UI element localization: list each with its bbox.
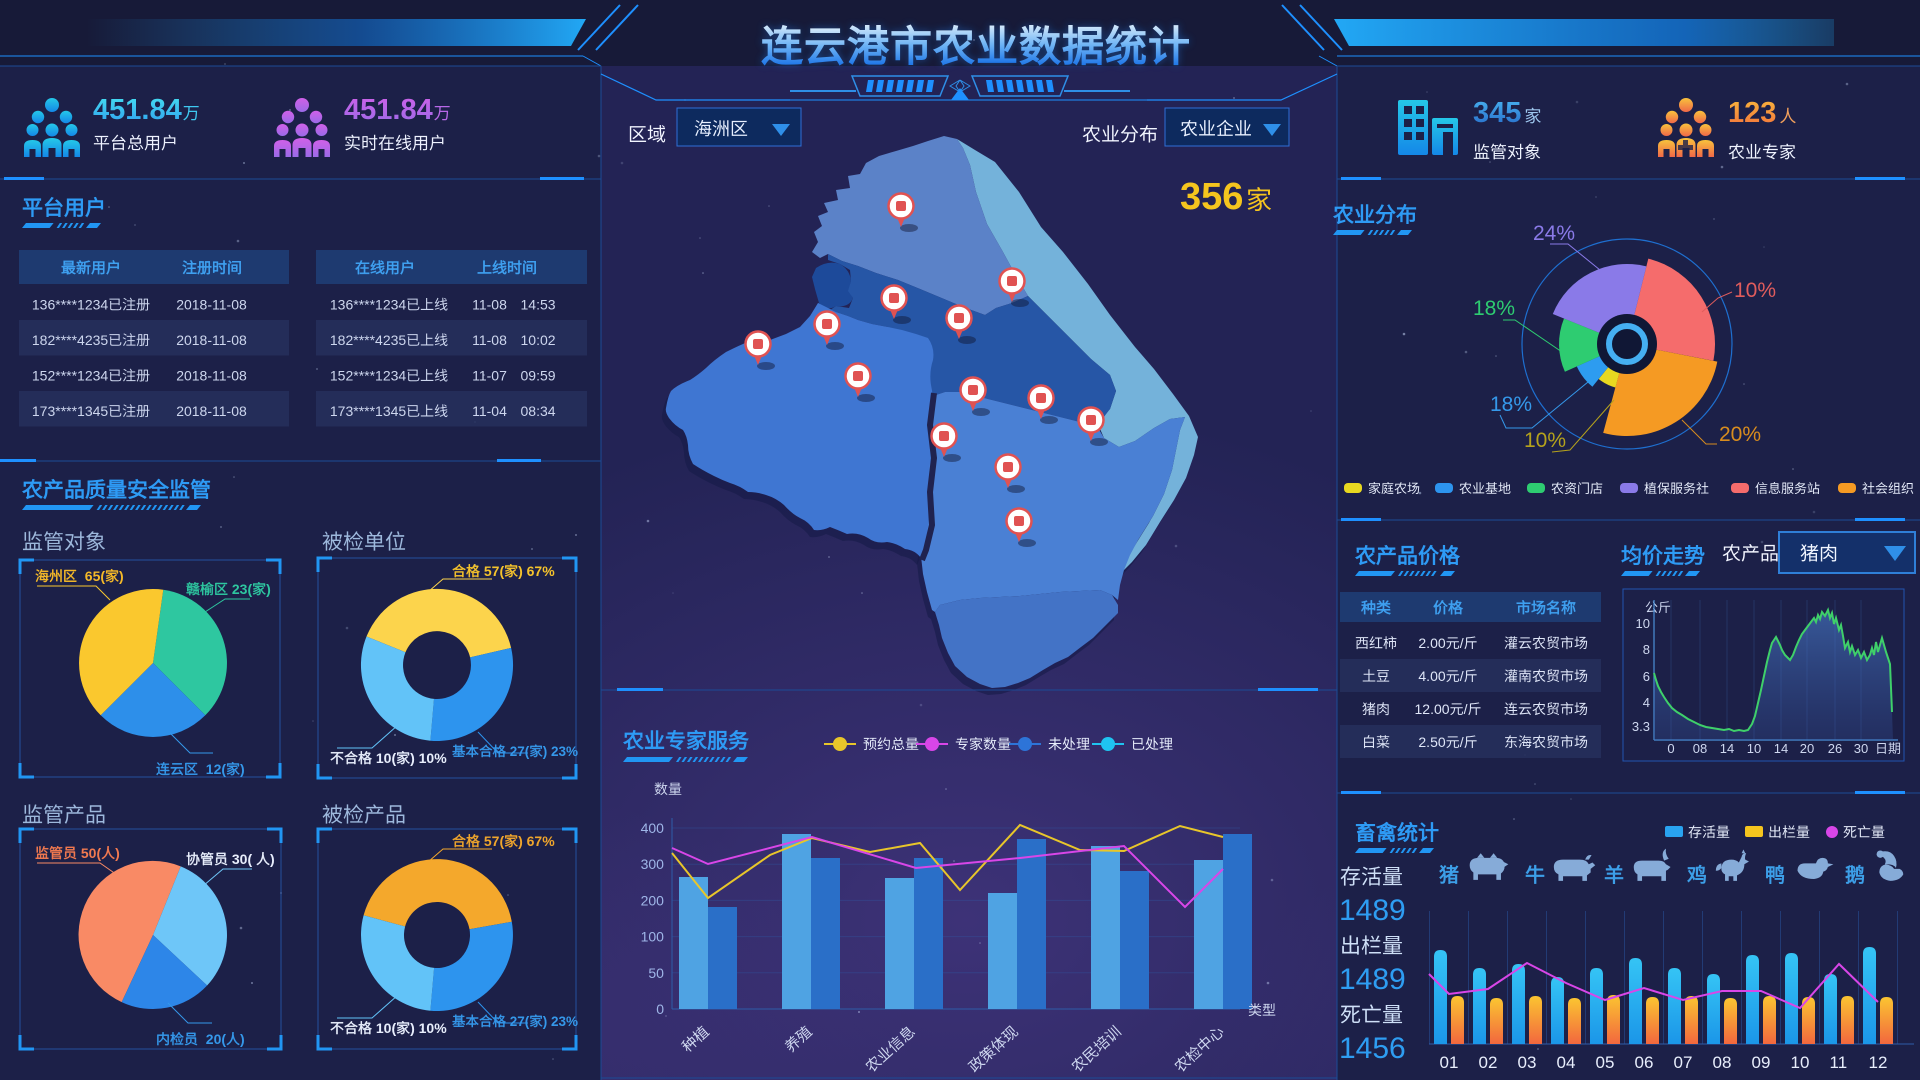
svg-text:11-04: 11-04 — [472, 403, 507, 419]
svg-text:451.84: 451.84 — [344, 94, 433, 126]
svg-text:11-08: 11-08 — [472, 297, 507, 313]
svg-text:14: 14 — [1774, 741, 1788, 756]
svg-text:08:34: 08:34 — [521, 403, 556, 419]
svg-text:0: 0 — [656, 1001, 664, 1017]
svg-text:10(: 10( — [372, 750, 396, 766]
svg-text:152****1234: 152****1234 — [32, 368, 109, 384]
svg-text:10%: 10% — [1734, 279, 1776, 302]
svg-text:08: 08 — [1713, 1053, 1732, 1072]
svg-text:11-08: 11-08 — [472, 332, 507, 348]
svg-text:14:53: 14:53 — [521, 297, 556, 313]
svg-text:20: 20 — [1800, 741, 1814, 756]
svg-text:20%: 20% — [1719, 423, 1761, 446]
svg-text:2018-11-08: 2018-11-08 — [176, 332, 247, 348]
svg-text:182****4235: 182****4235 — [32, 332, 109, 348]
svg-text:2.50: 2.50 — [1418, 734, 1445, 750]
svg-text:): ) — [119, 568, 124, 584]
svg-text:26: 26 — [1828, 741, 1842, 756]
svg-text:2018-11-08: 2018-11-08 — [176, 403, 247, 419]
svg-text:2018-11-08: 2018-11-08 — [176, 297, 247, 313]
svg-text:57(: 57( — [480, 833, 504, 849]
svg-text:09:59: 09:59 — [521, 368, 556, 384]
svg-text:173****1345: 173****1345 — [32, 403, 109, 419]
svg-text:06: 06 — [1635, 1053, 1654, 1072]
svg-text:/: / — [1460, 668, 1464, 684]
svg-text:08: 08 — [1693, 741, 1707, 756]
svg-text:12(: 12( — [198, 761, 226, 777]
svg-text:): ) — [240, 761, 245, 777]
svg-text:) 67%: ) 67% — [518, 833, 555, 849]
svg-text:2.00: 2.00 — [1418, 635, 1445, 651]
svg-text:): ) — [115, 845, 120, 861]
svg-text:07: 07 — [1674, 1053, 1693, 1072]
svg-text:/: / — [1464, 701, 1468, 717]
svg-text:57(: 57( — [480, 563, 504, 579]
svg-text:10%: 10% — [1524, 429, 1566, 452]
svg-text:10(: 10( — [372, 1020, 396, 1036]
svg-text:6: 6 — [1643, 669, 1650, 684]
svg-text:) 23%: ) 23% — [543, 1014, 578, 1029]
svg-text:): ) — [240, 1031, 245, 1047]
svg-text:18%: 18% — [1473, 297, 1515, 320]
svg-text:09: 09 — [1752, 1053, 1771, 1072]
svg-text:152****1234: 152****1234 — [330, 368, 407, 384]
svg-text:11-07: 11-07 — [472, 368, 507, 384]
svg-text:400: 400 — [641, 820, 665, 836]
svg-text:136****1234: 136****1234 — [330, 297, 407, 313]
svg-text:14: 14 — [1720, 741, 1734, 756]
svg-text:1489: 1489 — [1339, 894, 1406, 927]
svg-text:12: 12 — [1869, 1053, 1888, 1072]
svg-text:4.00: 4.00 — [1418, 668, 1445, 684]
svg-text:182****4235: 182****4235 — [330, 332, 407, 348]
svg-text:05: 05 — [1596, 1053, 1615, 1072]
svg-text:/: / — [1460, 734, 1464, 750]
svg-text:1456: 1456 — [1339, 1032, 1406, 1065]
svg-text:10: 10 — [1747, 741, 1761, 756]
svg-text:4: 4 — [1643, 695, 1650, 710]
svg-text:8: 8 — [1643, 642, 1650, 657]
svg-text:11: 11 — [1830, 1053, 1848, 1072]
svg-text:04: 04 — [1557, 1053, 1576, 1072]
svg-text:0: 0 — [1667, 741, 1674, 756]
svg-text:) 10%: ) 10% — [410, 1020, 447, 1036]
svg-text:2018-11-08: 2018-11-08 — [176, 368, 247, 384]
svg-text:): ) — [270, 851, 275, 867]
svg-text:27(: 27( — [506, 1014, 530, 1029]
svg-text:24%: 24% — [1533, 222, 1575, 245]
svg-text:01: 01 — [1440, 1053, 1459, 1072]
svg-text:): ) — [266, 581, 271, 597]
svg-text:200: 200 — [641, 892, 665, 908]
svg-text:23(: 23( — [228, 581, 252, 597]
svg-text:10: 10 — [1791, 1053, 1810, 1072]
svg-text:30(: 30( — [228, 851, 256, 867]
svg-text:3.3: 3.3 — [1632, 719, 1650, 734]
svg-text:65(: 65( — [77, 568, 105, 584]
svg-text:18%: 18% — [1490, 393, 1532, 416]
svg-text:) 23%: ) 23% — [543, 744, 578, 759]
svg-text:50: 50 — [648, 965, 664, 981]
svg-text:1489: 1489 — [1339, 963, 1406, 996]
svg-text:123: 123 — [1728, 97, 1776, 129]
svg-text:173****1345: 173****1345 — [330, 403, 407, 419]
svg-text:) 67%: ) 67% — [518, 563, 555, 579]
svg-text:02: 02 — [1479, 1053, 1498, 1072]
svg-text:) 10%: ) 10% — [410, 750, 447, 766]
svg-text:356: 356 — [1180, 176, 1243, 218]
svg-text:10: 10 — [1636, 616, 1650, 631]
svg-text:451.84: 451.84 — [93, 94, 182, 126]
svg-text:/: / — [1460, 635, 1464, 651]
svg-text:300: 300 — [641, 856, 665, 872]
svg-text:27(: 27( — [506, 744, 530, 759]
svg-text:03: 03 — [1518, 1053, 1537, 1072]
svg-text:10:02: 10:02 — [521, 332, 556, 348]
svg-text:20(: 20( — [198, 1031, 226, 1047]
svg-text:12.00: 12.00 — [1415, 701, 1450, 717]
svg-text:30: 30 — [1854, 741, 1868, 756]
svg-text:100: 100 — [641, 929, 665, 945]
svg-text:50(: 50( — [77, 845, 101, 861]
svg-text:345: 345 — [1473, 97, 1521, 129]
svg-text:136****1234: 136****1234 — [32, 297, 109, 313]
